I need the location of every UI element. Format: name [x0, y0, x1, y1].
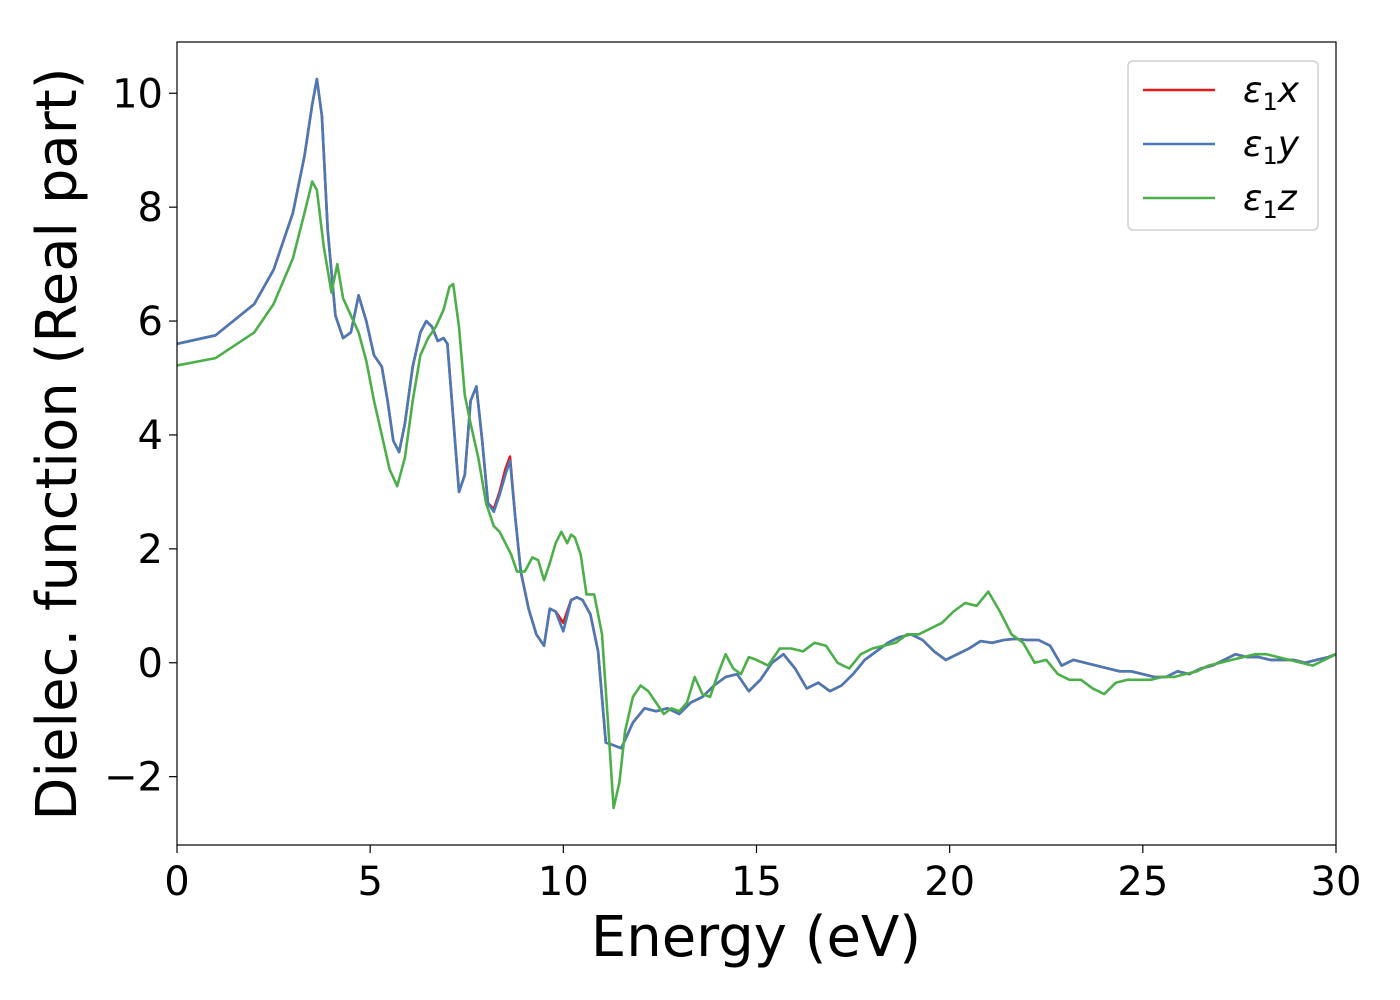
y-tick-label: 10 [112, 71, 163, 117]
y-axis: −2 0 2 4 6 8 10 [104, 71, 177, 801]
x-tick-label: 5 [357, 859, 382, 905]
y-tick-label: 0 [138, 641, 163, 687]
x-tick-label: 10 [538, 859, 589, 905]
y-tick-label: 2 [138, 527, 163, 573]
x-axis-label: Energy (eV) [591, 905, 921, 970]
x-tick-label: 0 [164, 859, 189, 905]
x-tick-label: 25 [1117, 859, 1168, 905]
y-tick-label: 4 [138, 413, 163, 459]
series-line-z [177, 180, 1336, 810]
x-tick-label: 15 [731, 859, 782, 905]
x-tick-label: 30 [1311, 859, 1362, 905]
legend: ε1x ε1y ε1z [1127, 60, 1319, 231]
x-axis: 0 5 10 15 20 25 30 [164, 845, 1361, 905]
y-tick-label: 8 [138, 185, 163, 231]
series-layer [177, 77, 1336, 810]
y-tick-label: −2 [104, 755, 163, 801]
x-tick-label: 20 [924, 859, 975, 905]
series-line-y [177, 77, 1336, 750]
legend-box [1127, 60, 1319, 231]
legend-label-z: ε1z [1243, 178, 1298, 224]
y-tick-label: 6 [138, 299, 163, 345]
y-axis-label: Dielec. function (Real part) [25, 67, 90, 820]
legend-label-y: ε1y [1243, 124, 1300, 170]
legend-label-x: ε1x [1243, 70, 1300, 116]
